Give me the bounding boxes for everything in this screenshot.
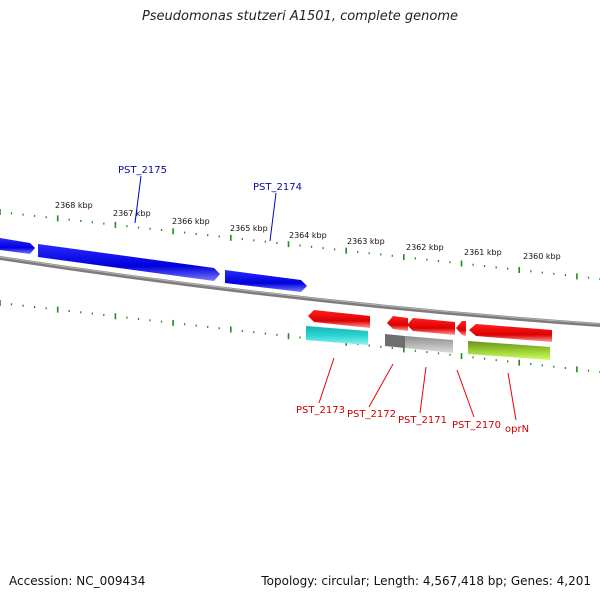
scale-label-2361: 2361 kbp: [464, 248, 502, 257]
genome-backbone-highlight: [0, 256, 600, 325]
feature-dark-gray[interactable]: [385, 334, 405, 348]
accession-text: Accession: NC_009434: [9, 574, 146, 588]
reverse-genes: [308, 310, 552, 342]
gene-label-pst-2172[interactable]: PST_2172: [347, 409, 396, 420]
genome-backbone: [0, 256, 600, 327]
gene-label-pst-2170[interactable]: PST_2170: [452, 420, 501, 431]
reverse-gene-pst-2171[interactable]: [407, 318, 455, 335]
forward-gene-pst-2175[interactable]: [38, 244, 220, 281]
scale-label-2363: 2363 kbp: [347, 237, 385, 246]
leader-pst-2173: [318, 357, 335, 404]
forward-gene-left[interactable]: [0, 238, 35, 254]
feature-tracks: [306, 326, 550, 360]
scale-labels: 2368 kbp 2367 kbp 2366 kbp 2365 kbp 2364…: [55, 201, 561, 261]
feature-green[interactable]: [468, 341, 550, 360]
leader-pst-2172: [368, 363, 394, 408]
scale-label-2362: 2362 kbp: [406, 243, 444, 252]
forward-genes: [0, 238, 307, 292]
lower-scale-track: [0, 300, 600, 373]
gene-label-pst-2171[interactable]: PST_2171: [398, 415, 447, 426]
leader-pst-2171: [419, 366, 427, 414]
scale-label-2367: 2367 kbp: [113, 209, 151, 218]
scale-label-2368: 2368 kbp: [55, 201, 93, 210]
reverse-gene-pst-2173[interactable]: [308, 310, 370, 328]
scale-label-2360: 2360 kbp: [523, 252, 561, 261]
leader-pst-2170: [456, 369, 475, 418]
reverse-gene-opr-n[interactable]: [469, 324, 552, 342]
map-title: Pseudomonas stutzeri A1501, complete gen…: [141, 9, 459, 24]
upper-scale-track: [0, 209, 600, 280]
gene-label-pst-2173[interactable]: PST_2173: [296, 405, 345, 416]
reverse-gene-pst-2172[interactable]: [387, 316, 408, 331]
genome-summary: Topology: circular; Length: 4,567,418 bp…: [261, 574, 591, 588]
feature-cyan[interactable]: [306, 326, 368, 345]
leader-pst-2174: [269, 192, 277, 242]
forward-gene-pst-2174[interactable]: [225, 270, 307, 292]
gene-label-opr-n[interactable]: oprN: [505, 424, 529, 435]
gene-label-pst-2174[interactable]: PST_2174: [253, 182, 302, 193]
leader-pst-2175: [134, 175, 142, 224]
scale-label-2364: 2364 kbp: [289, 231, 327, 240]
gene-label-pst-2175[interactable]: PST_2175: [118, 165, 167, 176]
leader-opr-n: [507, 372, 517, 421]
scale-label-2366: 2366 kbp: [172, 217, 210, 226]
reverse-gene-pst-2170[interactable]: [456, 321, 466, 336]
scale-label-2365: 2365 kbp: [230, 224, 268, 233]
feature-gray[interactable]: [405, 336, 453, 353]
